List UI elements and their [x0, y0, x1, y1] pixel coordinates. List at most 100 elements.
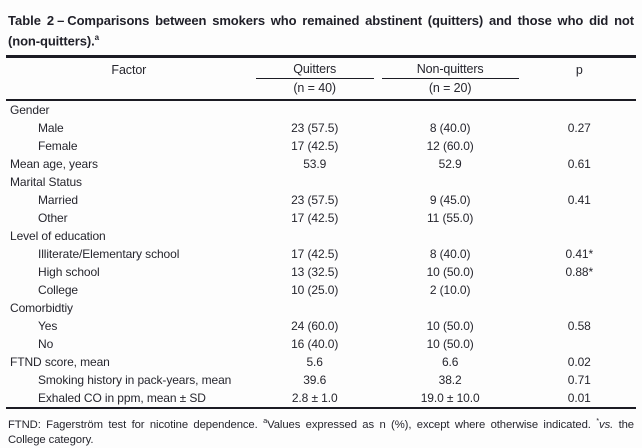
non-quitters-value-cell: 8 (40.0)	[429, 247, 471, 262]
p-value-cell: 0.27	[567, 121, 591, 136]
footnote-segment: FTND: Fagerström test for nicotine depen…	[8, 419, 264, 432]
p-value-cell: 0.88*	[565, 265, 594, 280]
p-value-cell	[523, 227, 636, 245]
quitters-value-cell: 13 (32.5)	[291, 265, 339, 280]
table-caption-text: Comparisons between smokers who remained…	[8, 13, 634, 49]
p-value-cell	[523, 281, 636, 299]
quitters-value-cell: 17 (42.5)	[291, 247, 339, 262]
p-value-cell: 0.61	[567, 157, 591, 172]
header-factor: Factor	[111, 63, 147, 78]
quitters-value-cell: 16 (40.0)	[291, 337, 339, 352]
non-quitters-value-cell	[378, 227, 523, 245]
non-quitters-value-cell: 6.6	[441, 355, 459, 370]
p-value-cell: 0.01	[567, 391, 591, 406]
factor-cell: Female	[38, 139, 78, 154]
comparison-table: Factor Quitters Non-quitters p (n = 40) …	[6, 55, 636, 410]
table-row: Gender	[6, 100, 636, 119]
quitters-value-cell: 17 (42.5)	[291, 139, 339, 154]
table-row: Female 17 (42.5) 12 (60.0)	[6, 137, 636, 155]
header-nonquitters-n-label: (n = 20)	[428, 81, 472, 96]
factor-cell: Other	[38, 211, 68, 226]
p-value-cell	[523, 137, 636, 155]
header-nonquitters-label: Non-quitters	[381, 58, 519, 80]
quitters-value-cell: 39.6	[303, 373, 327, 388]
table-row: Comorbidtiy	[6, 299, 636, 317]
factor-cell: Level of education	[10, 229, 106, 244]
non-quitters-value-cell	[378, 100, 523, 119]
non-quitters-value-cell	[378, 173, 523, 191]
footnote-segment: Values expressed as n (%), except where …	[267, 419, 597, 432]
non-quitters-value-cell: 8 (40.0)	[429, 121, 471, 136]
p-value-cell: 0.71	[567, 373, 591, 388]
p-value-cell	[523, 173, 636, 191]
header-quitters-label: Quitters	[255, 58, 374, 80]
p-value-cell: 0.41	[567, 193, 591, 208]
non-quitters-value-cell: 12 (60.0)	[426, 139, 474, 154]
p-value-cell: 0.02	[567, 355, 591, 370]
factor-cell: Illiterate/Elementary school	[38, 247, 180, 262]
table-row: No 16 (40.0) 10 (50.0)	[6, 335, 636, 353]
quitters-value-cell: 2.8 ± 1.0	[291, 391, 338, 406]
header-row-n: (n = 40) (n = 20)	[6, 79, 636, 100]
quitters-value-cell: 24 (60.0)	[291, 319, 339, 334]
table-row: College 10 (25.0) 2 (10.0)	[6, 281, 636, 299]
header-quitters-n-label: (n = 40)	[293, 81, 336, 96]
table-header: Factor Quitters Non-quitters p (n = 40) …	[6, 57, 636, 101]
table-caption-label: Table 2	[8, 13, 55, 28]
quitters-value-cell: 17 (42.5)	[291, 211, 339, 226]
factor-cell: Yes	[38, 319, 58, 334]
factor-cell: College	[38, 283, 78, 298]
footnote-segment: the College category.	[8, 419, 634, 447]
table-row: Marital Status	[6, 173, 636, 191]
p-value-cell	[523, 209, 636, 227]
table-row: Smoking history in pack-years, mean 39.6 3…	[6, 371, 636, 389]
footnote-segment: a	[263, 416, 268, 426]
header-p: p	[575, 63, 583, 78]
non-quitters-value-cell: 9 (45.0)	[429, 193, 471, 208]
header-row-labels: Factor Quitters Non-quitters p	[6, 57, 636, 80]
factor-cell: Mean age, years	[10, 157, 98, 172]
non-quitters-value-cell	[378, 299, 523, 317]
table-caption-dash: –	[57, 13, 65, 28]
non-quitters-value-cell: 2 (10.0)	[429, 283, 471, 298]
quitters-value-cell	[252, 100, 378, 119]
factor-cell: Exhaled CO in ppm, mean ± SD	[38, 391, 206, 406]
table-body: Gender Male 23 (57.5) 8 (40.0) 0.27 Female 17 …	[6, 100, 636, 408]
p-value-cell	[523, 335, 636, 353]
factor-cell: Comorbidtiy	[10, 301, 73, 316]
non-quitters-value-cell: 10 (50.0)	[426, 319, 474, 334]
factor-cell: Male	[38, 121, 64, 136]
table-footnote: FTND: Fagerström test for nicotine depen…	[8, 413, 634, 448]
factor-cell: No	[38, 337, 54, 352]
footnote-segment: *	[596, 416, 600, 426]
table-row: Illiterate/Elementary school 17 (42.5) 8 (…	[6, 245, 636, 263]
p-value-cell	[523, 100, 636, 119]
quitters-value-cell: 5.6	[306, 355, 323, 370]
quitters-value-cell: 10 (25.0)	[291, 283, 339, 298]
non-quitters-value-cell: 52.9	[438, 157, 462, 172]
table-row: Level of education	[6, 227, 636, 245]
header-nonquitters-n: (n = 20)	[378, 79, 523, 100]
quitters-value-cell: 23 (57.5)	[291, 193, 339, 208]
factor-cell: Gender	[10, 103, 50, 118]
p-value-cell	[523, 299, 636, 317]
factor-cell: FTND score, mean	[10, 355, 110, 370]
factor-cell: Married	[38, 193, 78, 208]
quitters-value-cell	[252, 299, 378, 317]
factor-cell: Marital Status	[10, 175, 82, 190]
table-row: Other 17 (42.5) 11 (55.0)	[6, 209, 636, 227]
header-group-nonquitters: Non-quitters	[378, 57, 523, 80]
table-row: Exhaled CO in ppm, mean ± SD 2.8 ± 1.0 19.…	[6, 389, 636, 408]
header-quitters-n: (n = 40)	[252, 79, 378, 100]
table-row: Mean age, years 53.9 52.9 0.61	[6, 155, 636, 173]
non-quitters-value-cell: 19.0 ± 10.0	[420, 391, 480, 406]
factor-cell: High school	[38, 265, 100, 280]
table-caption-marker: a	[94, 33, 99, 42]
quitters-value-cell: 23 (57.5)	[291, 121, 339, 136]
table-row: High school 13 (32.5) 10 (50.0) 0.88*	[6, 263, 636, 281]
quitters-value-cell	[252, 227, 378, 245]
p-value-cell: 0.41*	[565, 247, 594, 262]
factor-cell: Smoking history in pack-years, mean	[38, 373, 232, 388]
table-row: Yes 24 (60.0) 10 (50.0) 0.58	[6, 317, 636, 335]
